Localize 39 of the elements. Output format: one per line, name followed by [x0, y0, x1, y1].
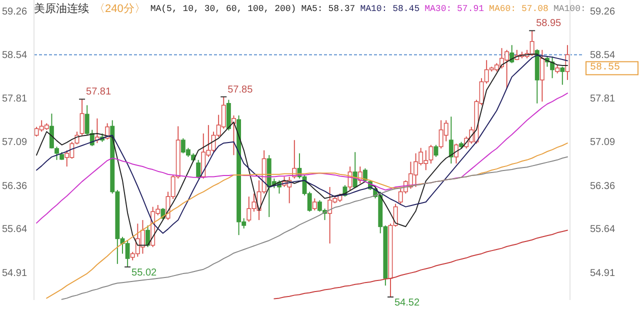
text: MA5: 58.37 [301, 4, 356, 14]
y-tick-label: 57.09 [2, 136, 28, 148]
legend-title: MA(5, 10, 30, 60, 100, 200) [150, 4, 296, 14]
text: MA30: 57.91 [424, 4, 484, 14]
candlestick [510, 44, 514, 64]
text: MA100: [553, 4, 586, 14]
y2-tick-label: 54.91 [590, 268, 616, 280]
candlestick [540, 49, 544, 102]
y-tick-label: 58.54 [2, 50, 28, 61]
chart-title: 美原油连续 [34, 2, 89, 15]
y-tick-label: 59.26 [2, 6, 28, 18]
y2-tick-label: 55.64 [590, 224, 616, 236]
annotation: 57.85 [228, 84, 254, 96]
annotation: 55.02 [132, 267, 158, 278]
candlestick [312, 198, 317, 211]
y2-tick-label: 57.09 [590, 136, 616, 148]
candlestick [560, 66, 565, 86]
y2-tick-label: 56.36 [590, 180, 616, 192]
y-tick-label: 57.81 [2, 94, 28, 105]
y2-tick-label: 57.81 [590, 94, 616, 105]
candlestick [448, 116, 454, 164]
text: MA10: 58.45 [360, 4, 420, 14]
candlestick [146, 224, 150, 248]
y2-tick-label: 59.26 [590, 6, 616, 18]
text: MA60: 57.08 [489, 4, 548, 14]
candlestick [348, 166, 352, 190]
y-tick-label: 56.36 [2, 180, 28, 192]
candlestick [80, 98, 84, 136]
y-tick-label: 54.91 [2, 268, 28, 280]
line-series [274, 230, 568, 300]
y-tick-label: 55.64 [2, 224, 28, 236]
y2-tick-label: 58.54 [590, 50, 616, 61]
annotation: 57.81 [86, 86, 112, 98]
annotation: 54.52 [394, 297, 420, 308]
candlestick [454, 143, 458, 164]
candlestick [196, 159, 201, 180]
ref-line-label: 58.55 [590, 62, 620, 74]
chart-subtitle: 〈240分〉 [94, 3, 146, 15]
annotation: 58.95 [536, 18, 562, 30]
